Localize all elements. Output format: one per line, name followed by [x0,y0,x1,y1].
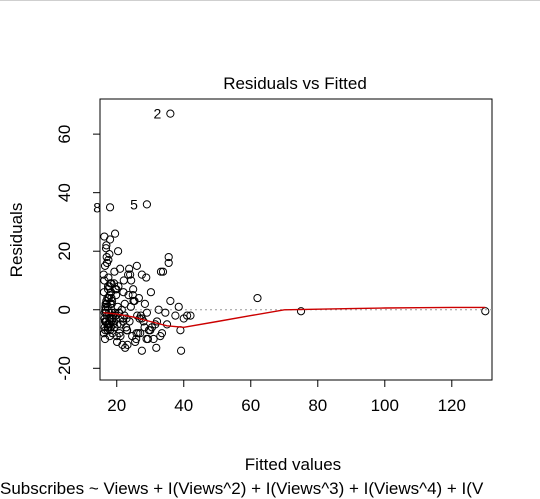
x-axis: 20 40 60 80 100 120 [107,379,466,415]
y-tick-label: 60 [55,125,74,144]
x-tick-label: 20 [107,396,126,415]
x-tick-label: 100 [371,396,399,415]
data-point [112,285,121,294]
data-point [137,270,146,279]
data-point [108,329,117,338]
y-tick-label: -20 [55,356,74,381]
data-point [140,323,149,332]
data-point [481,307,490,316]
data-point [101,244,111,253]
data-point [137,346,146,355]
point-labels: 2 8 5 [93,106,161,216]
data-point [104,293,113,303]
data-point [101,326,110,335]
data-point [123,340,132,349]
data-point [152,343,161,352]
data-point [102,241,111,250]
model-formula-caption: Subscribes ~ Views + I(Views^2) + I(View… [0,479,484,498]
data-point [176,346,186,355]
data-point [110,229,120,238]
data-point [253,293,262,303]
data-point [116,264,125,273]
data-point [116,331,125,341]
x-tick-label: 120 [438,396,466,415]
point-label: 8 [93,199,101,215]
data-point [161,308,170,317]
y-tick-label: 0 [55,305,74,314]
data-point [154,305,163,314]
x-tick-label: 80 [308,396,327,415]
data-point [109,279,119,288]
point-label: 2 [154,106,162,122]
data-point [111,291,121,300]
data-point [129,285,138,294]
data-point [157,329,167,338]
data-point [146,288,156,297]
data-point [131,337,140,347]
data-point [105,235,115,244]
data-point [104,255,113,265]
data-point [140,299,149,308]
data-point [164,252,173,262]
data-point [123,326,132,335]
smooth-line [103,306,486,329]
data-point [125,264,134,273]
data-point [136,329,145,338]
data-point [124,291,133,300]
data-point [132,261,141,270]
data-point [99,270,108,279]
data-point [110,323,119,332]
x-tick-label: 60 [241,396,260,415]
chart-title: Residuals vs Fitted [223,74,367,93]
data-point [156,267,166,276]
data-point [158,267,168,276]
data-point [164,258,173,268]
data-point [105,203,115,212]
data-point [142,200,152,209]
data-point [174,302,183,311]
data-point [132,329,141,338]
data-point [296,307,306,316]
data-point [111,311,120,320]
data-point [118,340,127,349]
x-axis-label: Fitted values [245,455,341,474]
data-point [183,311,192,320]
data-point [144,326,154,335]
data-point [129,296,138,306]
data-point [121,343,130,352]
data-point [142,334,151,344]
data-point [171,311,180,320]
data-point [100,334,110,344]
y-tick-label: 40 [55,183,74,202]
x-tick-label: 40 [174,396,193,415]
y-axis: -20 0 20 40 60 [55,125,101,381]
data-point [107,293,116,303]
data-point [186,311,195,320]
data-point [133,311,142,320]
data-point [112,331,121,341]
top-border [0,0,540,1]
data-point [166,296,175,306]
data-point [152,317,162,326]
data-point [107,279,116,288]
data-point [166,109,175,118]
plot-box [99,98,493,381]
data-point [162,320,172,329]
y-tick-label: 20 [55,242,74,261]
data-point [142,273,151,282]
data-point [106,299,115,308]
data-point [113,320,122,329]
data-point [113,247,123,256]
data-point [124,270,133,279]
data-point [126,270,135,279]
residual-points [99,109,490,355]
y-axis-label: Residuals [7,203,26,278]
data-point [128,291,137,300]
point-label: 5 [130,196,138,212]
